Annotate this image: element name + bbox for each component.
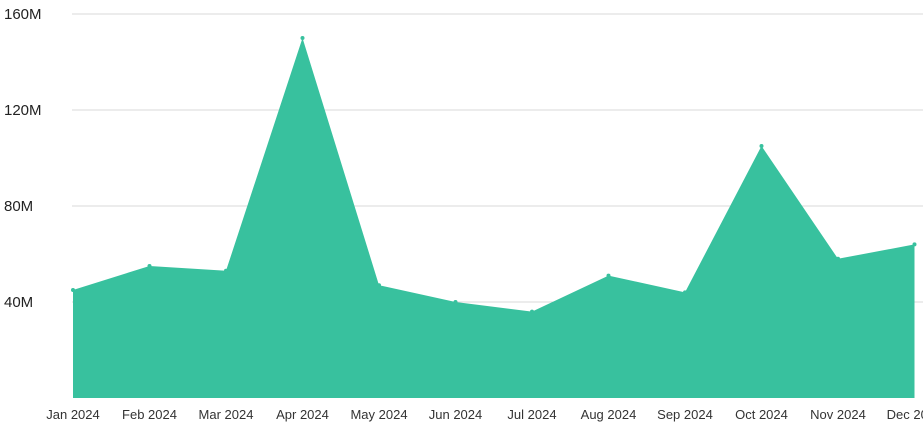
x-tick-label: Aug 2024 [581,407,637,422]
x-tick-label: Mar 2024 [199,407,254,422]
area-layer [71,36,917,398]
data-point-jul-2024 [530,309,534,314]
x-tick-label: Dec 2024 [887,407,923,422]
data-point-dec-2024 [912,242,917,247]
x-tick-label: Apr 2024 [276,407,329,422]
data-point-may-2024 [377,283,381,288]
data-point-feb-2024 [147,264,152,268]
x-tick-label: May 2024 [350,407,407,422]
x-tick-label: Feb 2024 [122,407,177,422]
area-series [73,38,915,398]
y-tick-label: 40M [4,294,33,311]
x-tick-label: Jun 2024 [429,407,483,422]
data-point-jan-2024 [71,288,75,292]
data-point-mar-2024 [224,268,228,273]
y-tick-label: 80M [4,198,33,215]
data-point-nov-2024 [836,256,840,261]
data-point-apr-2024 [300,36,305,40]
x-tick-label: Jan 2024 [46,407,100,422]
y-tick-label: 120M [4,102,42,119]
y-tick-label: 160M [4,6,42,23]
y-axis-labels: 40M 80M 120M 160M [4,6,42,311]
data-point-aug-2024 [606,273,611,278]
x-tick-label: Oct 2024 [735,407,788,422]
x-tick-label: Nov 2024 [810,407,866,422]
data-point-sep-2024 [683,290,687,295]
data-point-jun-2024 [453,300,458,304]
x-axis-labels: Jan 2024 Feb 2024 Mar 2024 Apr 2024 May 2024… [46,407,923,422]
x-tick-label: Sep 2024 [657,407,713,422]
data-point-oct-2024 [759,144,764,148]
x-tick-label: Jul 2024 [507,407,556,422]
